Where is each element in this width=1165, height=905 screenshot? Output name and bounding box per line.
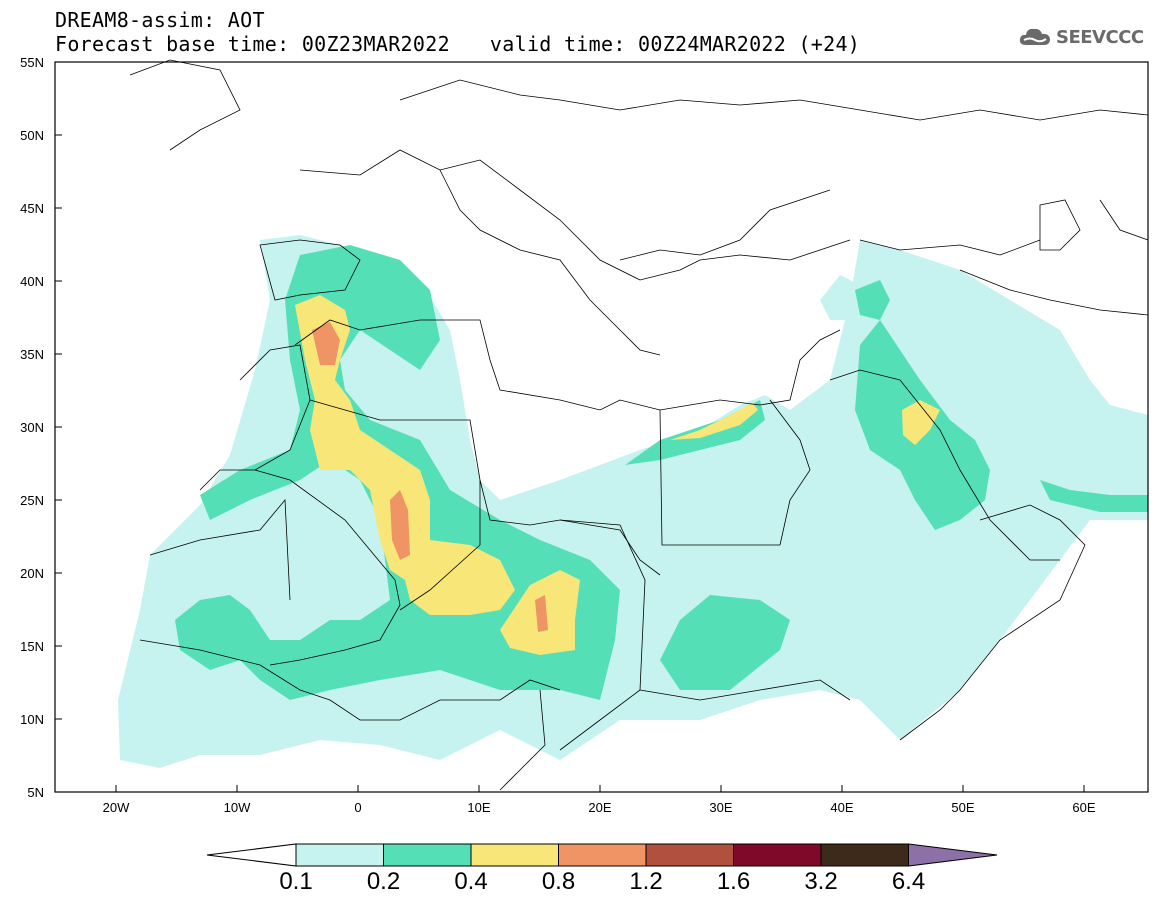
colorbar-label: 0.2 <box>366 868 401 895</box>
lat-label: 10N <box>20 712 44 727</box>
lat-label: 35N <box>20 347 44 362</box>
lat-label: 5N <box>27 785 44 800</box>
aot-band-08-12-morocco <box>312 322 340 365</box>
aot-band-02-04-sahel <box>660 595 790 690</box>
lon-label: 50E <box>951 800 975 815</box>
lat-label: 30N <box>20 420 44 435</box>
aot-band-01-02-b <box>820 275 870 320</box>
aot-band-02-04-turkey <box>855 280 890 320</box>
colorbar-label: 1.2 <box>629 868 663 895</box>
lat-label: 50N <box>20 128 44 143</box>
aot-band-04-08-iraq <box>902 400 940 445</box>
lat-label: 20N <box>20 566 44 581</box>
colorbar-seg-1 <box>295 843 384 867</box>
lon-label: 60E <box>1072 800 1096 815</box>
colorbar-label: 0.1 <box>279 868 313 895</box>
aot-band-08-12-chad <box>535 595 548 632</box>
lon-label: 30E <box>709 800 733 815</box>
colorbar-seg-3 <box>470 843 559 867</box>
lat-label: 40N <box>20 274 44 289</box>
lat-label: 55N <box>20 55 44 70</box>
lon-label: 10E <box>467 800 491 815</box>
colorbar-label: 6.4 <box>891 868 926 895</box>
aot-band-04-08-egypt <box>670 402 758 440</box>
lon-label: 20E <box>588 800 612 815</box>
aot-band-02-04-iran <box>1040 480 1148 512</box>
lat-label: 25N <box>20 493 44 508</box>
map-title: DREAM8-assim: AOT <box>55 8 265 32</box>
valid-time: valid time: 00Z24MAR2022 (+24) <box>489 32 861 56</box>
colorbar <box>206 843 998 867</box>
colorbar-seg-7 <box>820 843 909 867</box>
colorbar-label: 0.8 <box>541 868 576 895</box>
lat-label: 15N <box>20 639 44 654</box>
logo-text: SEEVCCC <box>1056 26 1144 48</box>
aot-band-08-12-algeria <box>390 490 410 560</box>
tick-marks <box>55 61 1085 792</box>
forecast-base-time: Forecast base time: 00Z23MAR2022 <box>55 32 450 56</box>
cloud-icon <box>1019 28 1050 45</box>
colorbar-seg-6 <box>733 843 822 867</box>
colorbar-label: 1.6 <box>716 868 751 895</box>
aot-field <box>118 235 1148 768</box>
lat-label: 45N <box>20 201 44 216</box>
colorbar-high-arrow <box>908 843 998 867</box>
country-borders <box>129 59 1149 791</box>
lon-label: 20W <box>102 800 130 815</box>
colorbar-seg-5 <box>645 843 734 867</box>
colorbar-low-arrow <box>206 843 297 867</box>
colorbar-seg-4 <box>558 843 647 867</box>
colorbar-label: 0.4 <box>454 868 488 895</box>
colorbar-seg-2 <box>383 843 472 867</box>
seevccc-logo: SEEVCCC <box>1018 25 1144 49</box>
map-subtitle: Forecast base time: 00Z23MAR2022 valid ti… <box>55 33 860 55</box>
lon-label: 0 <box>354 800 362 815</box>
lon-label: 10W <box>223 800 251 815</box>
colorbar-label: 3.2 <box>804 868 838 895</box>
lon-label: 40E <box>830 800 854 815</box>
